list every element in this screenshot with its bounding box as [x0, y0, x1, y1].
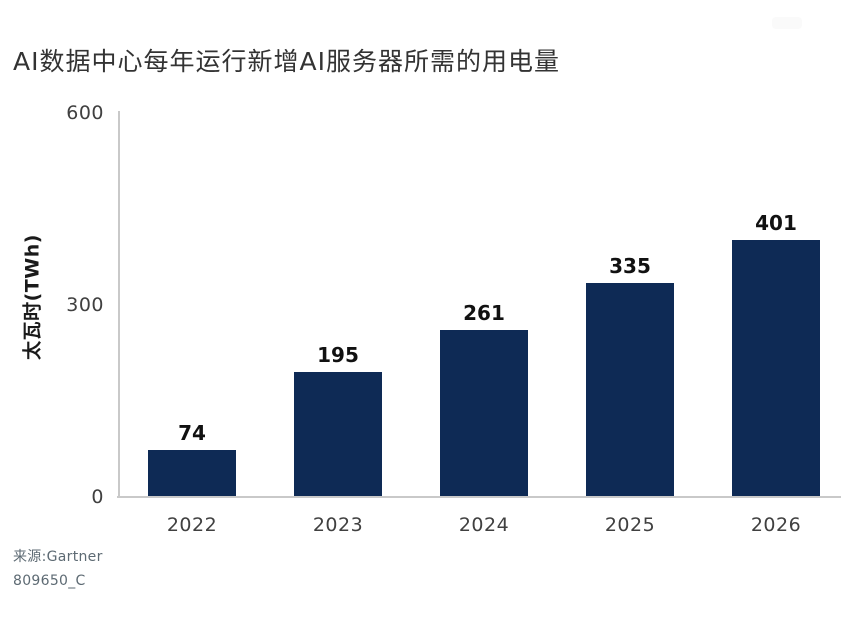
bar-2022: [148, 449, 236, 497]
plot-area: 74 195 261 335 401: [119, 113, 849, 497]
y-tick-label: 600: [66, 102, 104, 124]
y-axis-line: [118, 111, 120, 498]
bar-2025: [586, 282, 674, 497]
bar-2024: [440, 329, 528, 497]
bar-2026: [732, 240, 820, 497]
x-axis-line: [117, 496, 841, 498]
x-axis-labels: 2022 2023 2024 2025 2026: [119, 514, 849, 540]
x-tick-label: 2025: [604, 514, 656, 536]
source-line: 来源:Gartner: [13, 549, 103, 565]
x-tick-label: 2026: [750, 514, 802, 536]
source-code: 809650_C: [13, 573, 86, 589]
source-note: 来源:Gartner 809650_C: [13, 545, 103, 593]
y-tick-label: 0: [91, 486, 104, 508]
bar-2023: [294, 372, 382, 497]
bar-group-2023: 195: [265, 113, 411, 497]
x-tick-label: 2022: [166, 514, 218, 536]
bar-value-label: 401: [755, 211, 797, 236]
bar-value-label: 261: [463, 300, 505, 325]
bar-group-2026: 401: [703, 113, 849, 497]
x-tick-label: 2023: [312, 514, 364, 536]
bar-group-2022: 74: [119, 113, 265, 497]
bar-value-label: 195: [317, 343, 359, 368]
bar-value-label: 74: [178, 420, 206, 445]
watermark-smudge: [772, 17, 802, 29]
x-tick-label: 2024: [458, 514, 510, 536]
bar-group-2024: 261: [411, 113, 557, 497]
y-tick-label: 300: [66, 294, 104, 316]
y-axis-ticks: 0 300 600: [40, 0, 104, 637]
chart-title: AI数据中心每年运行新增AI服务器所需的用电量: [13, 47, 560, 76]
bar-group-2025: 335: [557, 113, 703, 497]
bar-value-label: 335: [609, 253, 651, 278]
